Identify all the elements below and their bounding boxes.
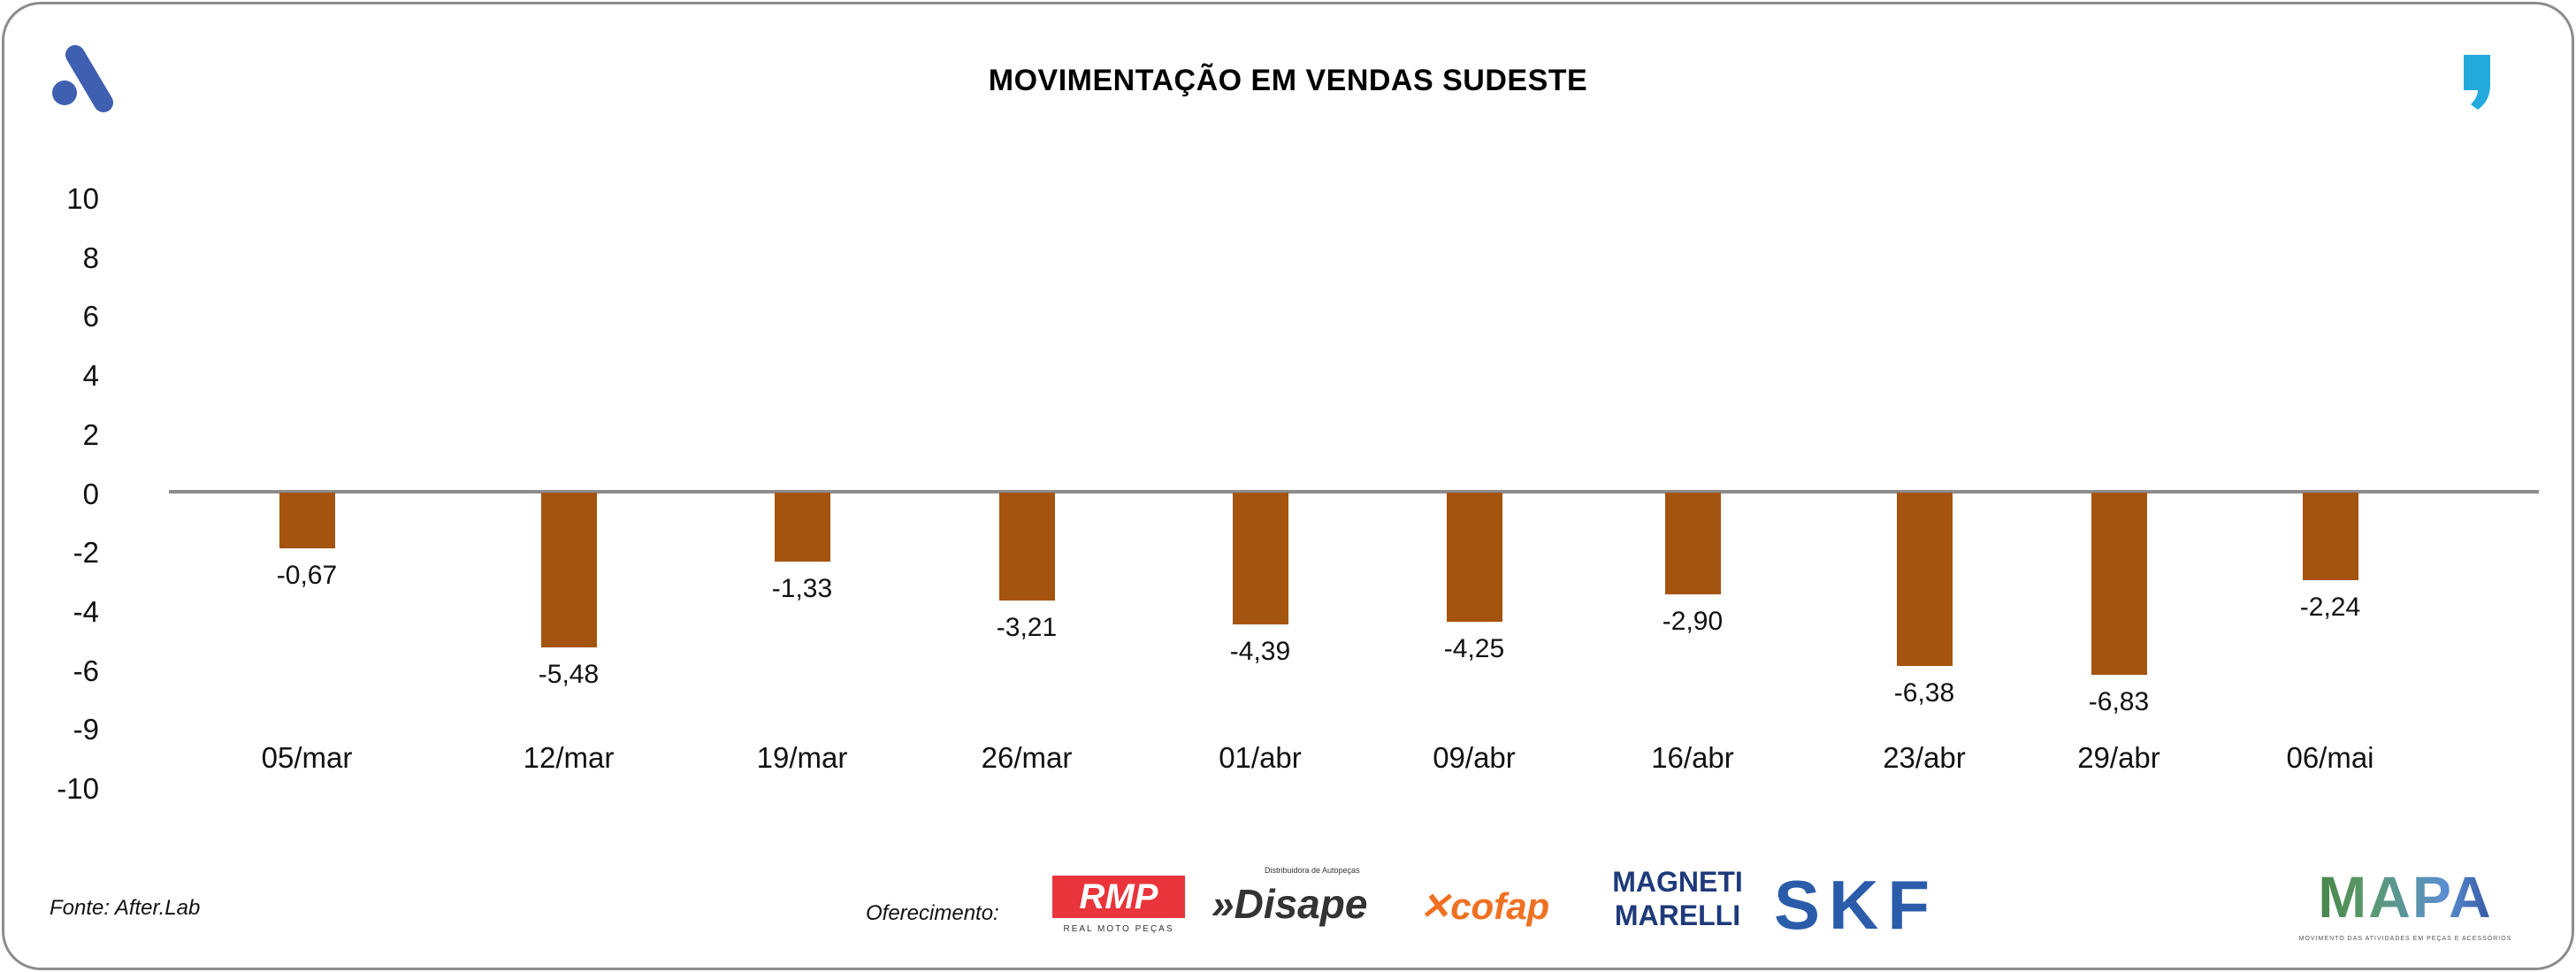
value-label: -1,33 — [771, 573, 833, 603]
bar — [1665, 493, 1721, 594]
value-label: -2,24 — [2299, 593, 2361, 623]
quote-logo-icon — [2464, 55, 2490, 110]
zero-line — [169, 490, 2539, 494]
bar — [1897, 493, 1953, 666]
disape-logo-text: Disape — [1234, 881, 1368, 927]
y-tick-label: -2 — [73, 536, 99, 570]
y-tick-label: 6 — [82, 300, 99, 333]
bar — [279, 493, 335, 548]
bar — [2303, 493, 2358, 581]
value-label: -0,67 — [276, 560, 338, 590]
rmp-tagline: REAL MOTO PEÇAS — [1063, 924, 1174, 934]
y-tick-label: 2 — [82, 417, 99, 451]
value-label: -3,21 — [996, 612, 1058, 642]
bar — [775, 493, 830, 562]
y-tick-label: 8 — [82, 241, 99, 274]
y-tick-label: 10 — [66, 182, 99, 215]
category-label: 19/mar — [756, 741, 848, 774]
y-tick-label: -6 — [73, 654, 99, 687]
bar — [999, 493, 1055, 601]
disape-tagline: Distribuidora de Autopeças — [1265, 866, 1360, 875]
mapa-logo-text: MAPA — [2290, 862, 2520, 931]
category-label: 29/abr — [2077, 741, 2160, 774]
chevron-icon: » — [1212, 881, 1234, 927]
y-tick-label: -4 — [73, 594, 99, 628]
sponsor-label: Oferecimento: — [866, 901, 999, 925]
y-tick-label: 0 — [82, 477, 99, 510]
value-label: -4,25 — [1443, 634, 1505, 664]
rmp-logo: RMP REAL MOTO PEÇAS — [1052, 876, 1185, 936]
y-tick-label: -9 — [73, 713, 99, 746]
category-label: 06/mai — [2286, 741, 2374, 774]
category-label: 26/mar — [981, 741, 1073, 774]
value-label: -6,38 — [1893, 677, 1955, 708]
category-label: 05/mar — [261, 741, 353, 774]
value-label: -6,83 — [2088, 687, 2150, 717]
value-label: -4,39 — [1229, 637, 1291, 667]
chart-title: MOVIMENTAÇÃO EM VENDAS SUDESTE — [988, 64, 1588, 97]
cofap-logo-text: cofap — [1450, 885, 1550, 927]
category-label: 16/abr — [1651, 741, 1734, 774]
magneti-marelli-logo: MAGNETI MARELLI — [1612, 866, 1743, 931]
y-tick-label: -10 — [57, 772, 99, 805]
rmp-logo-text: RMP — [1052, 876, 1185, 918]
bar — [541, 493, 597, 647]
cofap-logo: ✕cofap — [1419, 884, 1549, 928]
skf-logo: SKF — [1774, 866, 1938, 944]
bar — [1233, 493, 1288, 625]
y-tick-label: 4 — [82, 359, 99, 393]
category-label: 23/abr — [1883, 741, 1966, 774]
category-label: 01/abr — [1219, 741, 1302, 774]
value-label: -2,90 — [1662, 606, 1724, 636]
source-note: Fonte: After.Lab — [50, 896, 201, 920]
after-logo-icon — [52, 45, 113, 112]
cofap-mark-icon: ✕ — [1419, 885, 1451, 927]
category-label: 09/abr — [1433, 741, 1516, 774]
mapa-tagline: MOVIMENTO DAS ATIVIDADES EM PEÇAS E ACES… — [2298, 936, 2512, 942]
bar — [2091, 493, 2147, 676]
mapa-logo: MAPA MOVIMENTO DAS ATIVIDADES EM PEÇAS E… — [2290, 862, 2520, 944]
bar — [1447, 493, 1502, 623]
disape-logo: Distribuidora de Autopeças »Disape — [1212, 865, 1367, 929]
category-label: 12/mar — [523, 741, 615, 774]
value-label: -5,48 — [538, 659, 600, 689]
